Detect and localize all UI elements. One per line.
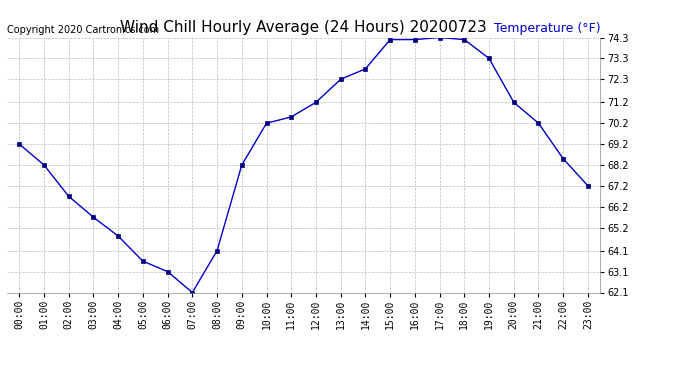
Title: Wind Chill Hourly Average (24 Hours) 20200723: Wind Chill Hourly Average (24 Hours) 202…: [120, 20, 487, 35]
Text: Copyright 2020 Cartronics.com: Copyright 2020 Cartronics.com: [7, 25, 159, 35]
Text: Temperature (°F): Temperature (°F): [493, 22, 600, 35]
